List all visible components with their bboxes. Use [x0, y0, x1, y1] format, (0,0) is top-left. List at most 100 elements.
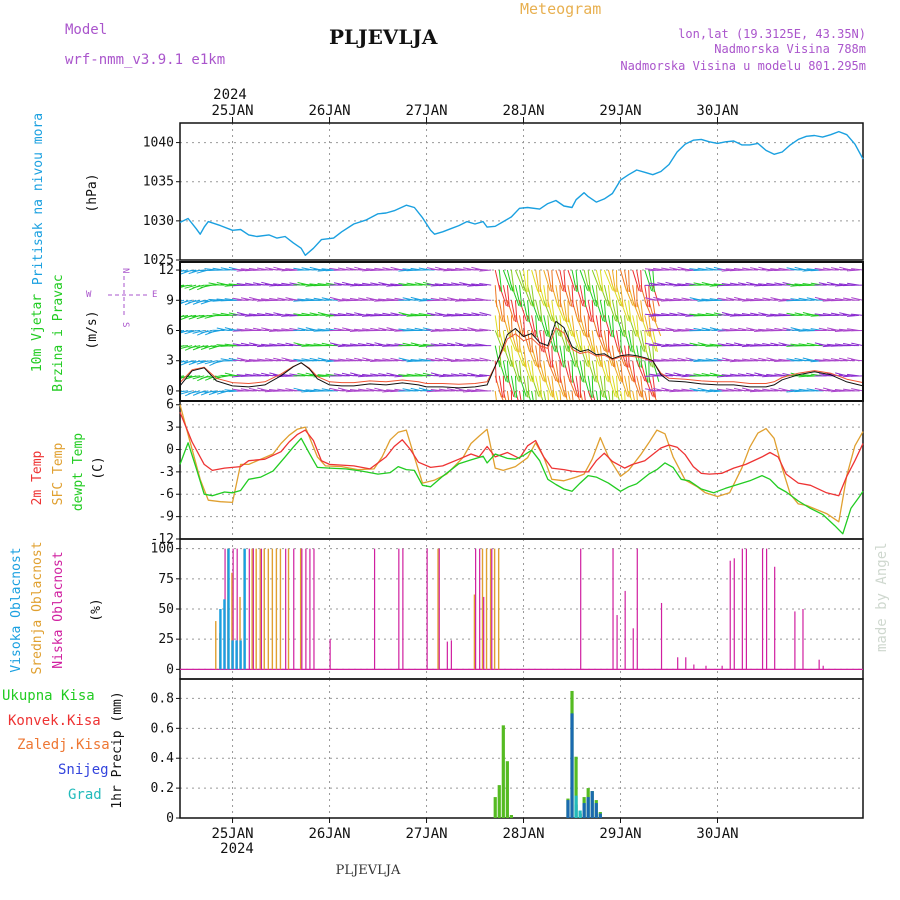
wind-barb	[370, 344, 383, 347]
wind-barb	[180, 375, 185, 378]
wind-barb	[571, 269, 578, 292]
cloud-bar	[616, 615, 618, 670]
cloud-bar	[305, 548, 307, 670]
wind-barb	[514, 345, 524, 367]
wind-barb	[705, 329, 718, 331]
cloud-bar	[231, 640, 234, 670]
y-tick-label: 1025	[143, 253, 174, 268]
wind-barb	[636, 315, 640, 338]
wind-barb	[414, 389, 427, 392]
temp-ylabel-3: dewpt Temp	[71, 433, 86, 511]
precip-bar	[594, 803, 598, 818]
wind-barb	[184, 360, 197, 364]
wind-barb	[806, 268, 819, 271]
wind-barb	[434, 374, 447, 377]
wind-barb	[180, 390, 193, 395]
wind-barb	[180, 315, 181, 316]
wind-barb	[446, 359, 459, 362]
wind-barb	[510, 269, 515, 292]
cloud-bar	[761, 548, 764, 670]
wind-barb	[458, 389, 472, 392]
cloud-bar	[231, 572, 233, 670]
wind-barb	[479, 374, 492, 377]
wind-barb	[252, 389, 265, 392]
wind-barb	[644, 390, 648, 401]
y-tick-label: -6	[158, 487, 174, 502]
wind-barb	[438, 314, 451, 316]
wind-barb	[652, 270, 655, 293]
sfc-temp-line	[179, 404, 864, 523]
y-tick-label: 6	[166, 398, 174, 413]
wind-barb	[620, 300, 629, 322]
wind-barb	[277, 359, 290, 362]
wind-barb	[842, 314, 855, 316]
cloud-bar	[267, 548, 270, 670]
cloud-ylabel-1: Visoka Oblacnost	[9, 547, 24, 672]
wind-barb	[607, 285, 612, 308]
precip-bar	[570, 713, 574, 818]
wind-barb	[636, 375, 643, 398]
precip-bar	[574, 795, 578, 818]
wind-barb	[583, 269, 590, 292]
wind-barb	[615, 300, 619, 323]
coords-text: lon,lat (19.3125E, 43.35N)	[678, 27, 866, 41]
wind-barb	[603, 360, 610, 383]
wind-barb	[632, 360, 636, 383]
wind-barb	[717, 314, 730, 316]
day-label: 27JAN	[405, 826, 447, 842]
wind-barb	[555, 285, 560, 307]
wind-barb	[467, 389, 480, 392]
wind-barb	[611, 269, 616, 292]
cloud-bar	[293, 548, 295, 670]
wind-barb	[673, 268, 686, 271]
wind-barb	[349, 268, 362, 271]
wind-barb	[370, 298, 383, 301]
wind-barb	[539, 360, 546, 383]
precip-legend-total: Ukupna Kisa	[2, 688, 95, 704]
wind-panel: 0 3 6 9 12	[158, 261, 864, 402]
wind-barb	[333, 344, 346, 347]
wind-barb	[559, 390, 562, 401]
wind-barb	[567, 315, 574, 337]
cloud-bar	[309, 548, 311, 670]
y-tick-label: 0	[166, 662, 174, 677]
wind-barb	[567, 269, 576, 292]
wind-barb	[826, 389, 839, 392]
wind-barb	[591, 330, 596, 353]
wind-barb	[591, 285, 598, 307]
wind-barb	[632, 330, 635, 353]
wind-barb	[749, 329, 762, 331]
wind-ylabel-1: 10m Vjetar	[30, 294, 45, 372]
wind-barb	[463, 283, 476, 286]
wind-barb	[636, 390, 638, 401]
wind-barb	[277, 268, 290, 271]
wind-barb	[539, 330, 544, 353]
wind-barb	[559, 315, 563, 338]
wind-barb	[502, 345, 512, 367]
wind-barb	[644, 300, 654, 321]
wind-barb	[591, 300, 594, 323]
wind-barb	[648, 330, 657, 352]
wind-barb	[514, 375, 518, 398]
wind-barb	[846, 269, 859, 272]
wind-barb	[603, 330, 608, 353]
wind-barb	[180, 299, 193, 304]
cloud-ylabel-3: Niska Oblacnost	[51, 551, 66, 668]
wind-barb	[826, 343, 839, 347]
wind-barb	[450, 344, 463, 347]
wind-barb	[713, 374, 726, 377]
cloud-bar	[227, 548, 230, 670]
wind-barb	[632, 269, 640, 292]
wind-barb	[366, 359, 379, 362]
wind-barb	[341, 389, 354, 392]
wind-barb	[458, 298, 472, 301]
wind-barb	[838, 374, 851, 377]
wind-barb	[587, 330, 594, 352]
y-tick-label: -12	[151, 532, 174, 547]
wind-barb	[551, 315, 560, 337]
wind-barb	[523, 375, 529, 398]
wind-barb	[834, 268, 847, 271]
wind-barb	[188, 375, 201, 378]
wind-barb	[309, 328, 322, 331]
